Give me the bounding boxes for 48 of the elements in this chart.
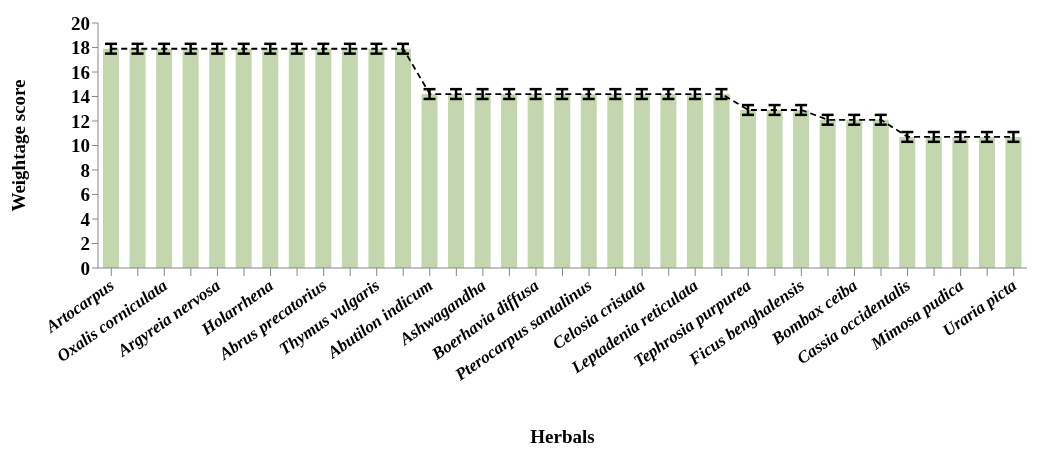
- y-tick-label: 14: [71, 86, 91, 108]
- bar: [262, 48, 279, 268]
- bar: [129, 48, 146, 268]
- bar: [182, 48, 199, 268]
- y-tick-label: 20: [71, 12, 90, 34]
- y-tick-label: 18: [71, 37, 90, 59]
- bar: [103, 48, 119, 268]
- y-tick-label: 16: [71, 61, 90, 83]
- bar: [421, 94, 438, 268]
- bar: [607, 94, 624, 268]
- bar: [341, 48, 358, 268]
- y-tick-label: 2: [80, 233, 90, 255]
- bar: [899, 136, 916, 268]
- bar: [978, 136, 995, 268]
- bar: [209, 48, 226, 268]
- bar: [394, 48, 411, 268]
- bar: [315, 48, 332, 268]
- y-tick-label: 4: [80, 208, 91, 230]
- bar: [819, 119, 836, 268]
- bar: [554, 94, 571, 268]
- bar: [660, 94, 677, 268]
- bar: [1005, 136, 1022, 268]
- bar: [501, 94, 518, 268]
- bar: [288, 48, 305, 268]
- bar: [633, 94, 650, 268]
- bar: [740, 109, 757, 268]
- bar: [474, 94, 491, 268]
- y-tick-label: 12: [71, 110, 90, 132]
- bar: [713, 94, 730, 268]
- bar: [235, 48, 252, 268]
- y-tick-label: 0: [80, 257, 90, 279]
- y-tick-label: 6: [80, 184, 90, 206]
- bar: [846, 119, 863, 268]
- bar: [766, 109, 783, 268]
- y-axis-title: Weightage score: [7, 79, 29, 212]
- x-axis-title: Herbals: [530, 426, 595, 447]
- bar: [952, 136, 969, 268]
- bar: [448, 94, 465, 268]
- bar: [793, 109, 810, 268]
- bar: [156, 48, 173, 268]
- y-tick-label: 8: [80, 159, 90, 181]
- bar: [527, 94, 544, 268]
- bar: [686, 94, 703, 268]
- bar: [925, 136, 942, 268]
- bar: [368, 48, 385, 268]
- bar: [580, 94, 597, 268]
- y-tick-label: 10: [71, 135, 90, 157]
- bar: [872, 119, 889, 268]
